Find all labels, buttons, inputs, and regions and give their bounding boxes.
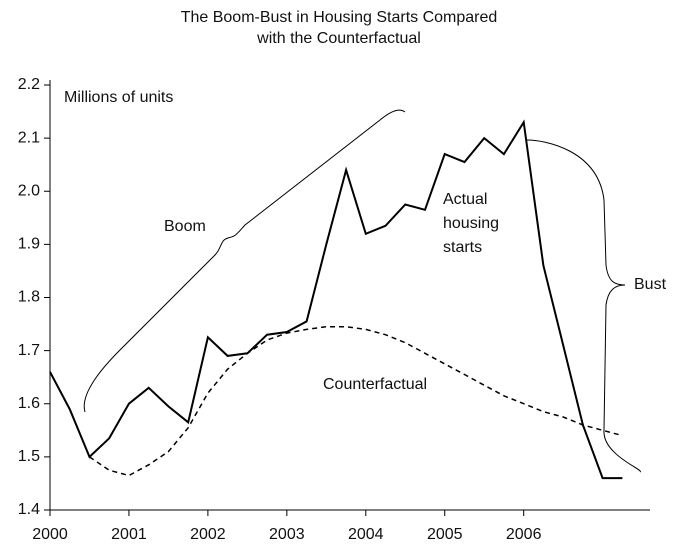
chart-title: The Boom-Bust in Housing Starts Compared	[181, 9, 498, 26]
y-tick-label: 1.7	[18, 342, 40, 359]
series-line	[49, 119, 623, 480]
chart-title: with the Counterfactual	[256, 30, 421, 47]
y-tick-label: 1.9	[18, 236, 40, 253]
x-tick-label: 2002	[190, 526, 226, 543]
annotation: Counterfactual	[323, 376, 427, 393]
annotation: housing	[443, 215, 499, 232]
x-tick-label: 2003	[269, 526, 305, 543]
y-tick-label: 2.1	[18, 129, 40, 146]
y-tick-label: 1.5	[18, 448, 40, 465]
x-tick-label: 2006	[506, 526, 542, 543]
annotation: Actual	[443, 191, 487, 208]
bust-brace	[526, 139, 641, 473]
y-tick-label: 1.4	[18, 501, 40, 518]
x-tick-label: 2000	[32, 526, 68, 543]
y-tick-label: 1.8	[18, 289, 40, 306]
y-axis-label: Millions of units	[64, 89, 173, 106]
annotation: Boom	[164, 218, 206, 235]
annotation: Bust	[634, 276, 667, 293]
y-tick-label: 1.6	[18, 395, 40, 412]
annotation: starts	[443, 239, 482, 256]
series-line	[89, 325, 623, 477]
boom-brace	[83, 109, 406, 413]
x-tick-label: 2004	[348, 526, 384, 543]
y-tick-label: 2.0	[18, 182, 40, 199]
y-tick-label: 2.2	[18, 76, 40, 93]
x-tick-label: 2005	[427, 526, 463, 543]
x-tick-label: 2001	[111, 526, 147, 543]
